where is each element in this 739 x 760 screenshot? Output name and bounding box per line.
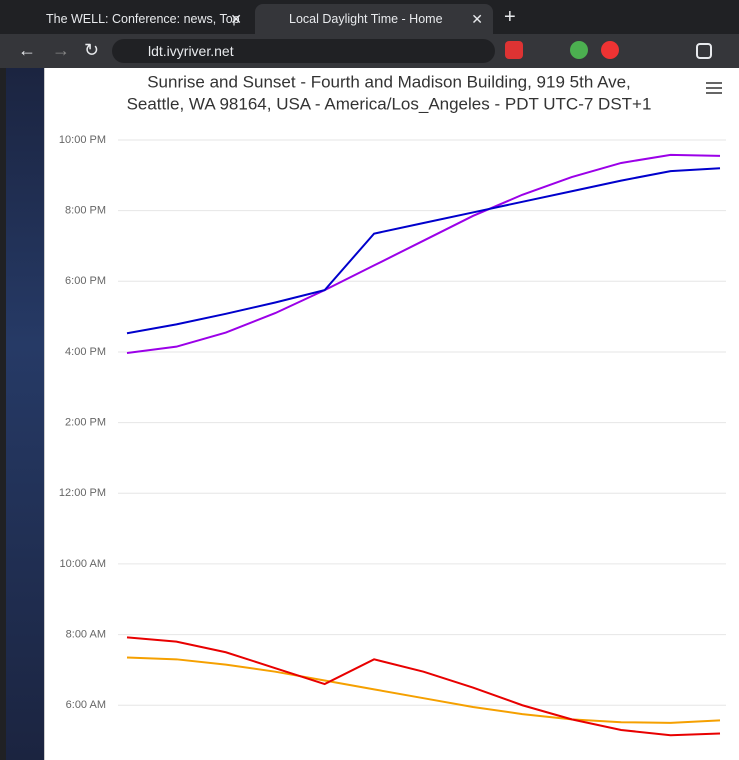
tab[interactable]: The WELL: Conference: news, Top ✕ xyxy=(12,4,252,34)
url: ldt.ivyriver.net xyxy=(148,43,234,59)
extension[interactable] xyxy=(570,41,588,59)
chart-title: Sunrise and Sunset - Fourth and Madison … xyxy=(147,72,631,91)
y-tick-label: 6:00 AM xyxy=(66,699,106,711)
y-tick-label: 6:00 PM xyxy=(65,275,106,287)
y-tick-label: 8:00 AM xyxy=(66,628,106,640)
y-tick-label: 4:00 PM xyxy=(65,346,106,358)
series-line xyxy=(126,636,721,737)
address-bar[interactable]: ldt.ivyriver.net xyxy=(112,39,495,63)
forward[interactable]: → xyxy=(52,40,70,60)
new-tab[interactable]: + xyxy=(504,6,516,28)
series-line xyxy=(126,167,721,335)
y-tick-label: 10:00 PM xyxy=(59,134,106,146)
back[interactable]: ← xyxy=(18,40,36,60)
series-line xyxy=(126,153,721,355)
series-line xyxy=(126,656,721,724)
background-window xyxy=(6,68,44,760)
side-panel[interactable] xyxy=(696,43,712,59)
tab-title: The WELL: Conference: news, Top xyxy=(46,12,240,26)
menu[interactable] xyxy=(706,82,722,94)
close-tab[interactable]: ✕ xyxy=(230,11,242,27)
reload[interactable]: ↻ xyxy=(84,40,100,60)
extension[interactable] xyxy=(505,41,523,59)
close-tab[interactable]: ✕ xyxy=(471,11,483,27)
chart: Sunrise and Sunset - Fourth and Madison … xyxy=(44,68,739,760)
y-tick-label: 10:00 AM xyxy=(60,558,106,570)
y-tick-label: 12:00 PM xyxy=(59,487,106,499)
tab-title: Local Daylight Time - Home xyxy=(289,12,443,26)
tab-active[interactable]: Local Daylight Time - Home ✕ xyxy=(255,4,493,34)
extension[interactable] xyxy=(601,41,619,59)
chart-title: Seattle, WA 98164, USA - America/Los_Ang… xyxy=(127,94,652,113)
y-tick-label: 2:00 PM xyxy=(65,417,106,429)
y-tick-label: 8:00 PM xyxy=(65,205,106,217)
